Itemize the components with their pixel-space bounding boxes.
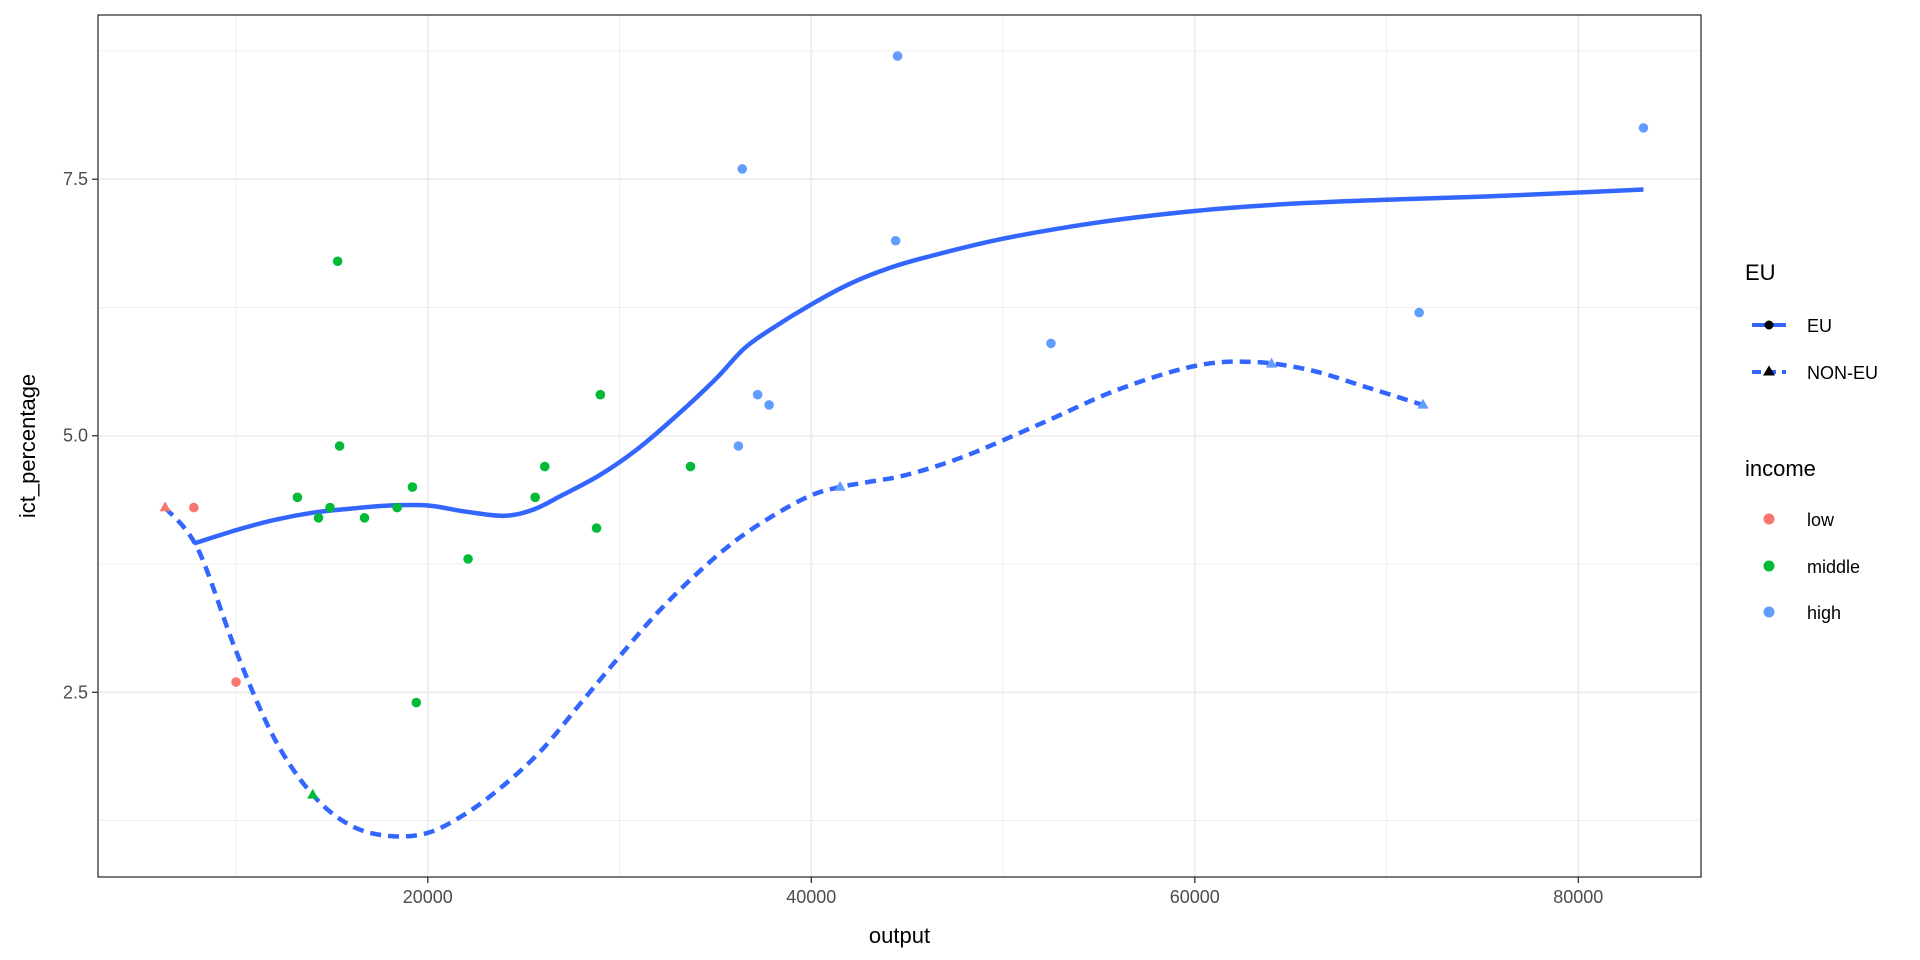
data-point [392,502,402,513]
legend-non-eu-marker [1763,365,1775,376]
data-point [737,164,748,174]
data-point [539,461,550,472]
legend-low-label: low [1807,510,1835,530]
data-point [1046,338,1056,349]
legend-income-title: income [1745,456,1816,481]
data-point [530,492,540,503]
data-point [591,523,602,533]
smooth-lines [163,187,1644,839]
y-axis-title: ict_percentage [15,374,40,518]
data-point [1638,123,1649,133]
legend-high-marker [1763,606,1775,618]
data-point [834,480,846,491]
major-grid [98,15,1701,877]
x-tick-label: 80000 [1553,887,1603,907]
legend-key-eu: EU [1752,316,1832,336]
legend-non-eu-label: NON-EU [1807,363,1878,383]
x-axis-title: output [869,923,930,948]
data-point [307,788,319,799]
data-point [189,502,199,513]
data-point [1417,398,1429,409]
legend-middle-label: middle [1807,557,1860,577]
data-point [159,501,171,512]
data-point [411,697,422,708]
legend-key-non-eu: NON-EU [1752,363,1878,383]
legend-middle-marker [1763,560,1775,572]
data-point [1414,307,1424,318]
data-point [231,677,241,687]
smooth-line-eu [193,187,1644,546]
y-tick-label: 5.0 [63,426,88,446]
data-point [685,461,696,472]
data-point [1265,357,1278,368]
y-tick-label: 2.5 [63,682,88,702]
data-point [733,441,744,451]
data-point [764,400,774,410]
data-point [334,441,345,451]
data-points [159,51,1649,799]
data-point [407,482,418,492]
data-point [595,389,606,400]
x-tick-label: 60000 [1170,887,1220,907]
data-point [332,256,343,267]
data-point [359,513,370,523]
x-tick-label: 20000 [403,887,453,907]
x-tick-label: 40000 [786,887,836,907]
legend-income: income low middle high [1745,456,1860,623]
minor-grid [98,15,1701,877]
legend-eu-title: EU [1745,260,1776,285]
y-tick-label: 7.5 [63,169,88,189]
axes: 20000 40000 60000 80000 2.5 5.0 7.5 [63,169,1603,907]
legend-eu-marker [1764,320,1774,330]
data-point [292,492,303,503]
legend-eu-label: EU [1807,316,1832,336]
data-point [892,51,903,61]
plot-panel [98,15,1701,877]
data-point [752,389,763,400]
data-point [325,502,335,513]
data-point [463,554,473,564]
data-point [890,235,901,246]
legend-low-marker [1763,513,1775,525]
legend-eu: EU EU NON-EU [1745,260,1878,383]
smooth-line-non-eu [163,359,1424,839]
legend-high-label: high [1807,603,1841,623]
plot-border [97,14,1702,878]
data-point [313,513,324,523]
